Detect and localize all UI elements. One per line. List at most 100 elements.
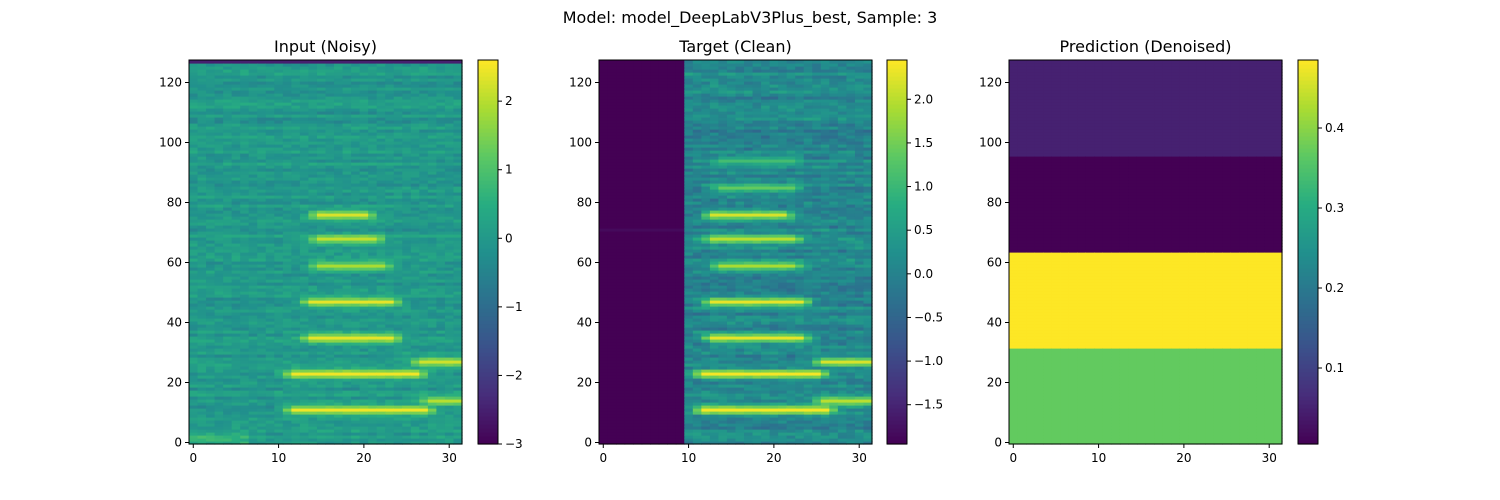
colorbar-step (478, 112, 498, 117)
heatmap-cell (291, 390, 301, 394)
heatmap-cell (299, 342, 310, 346)
colorbar-step (478, 260, 498, 265)
heatmap-cell (427, 315, 438, 319)
heatmap-cell (410, 138, 420, 142)
heatmap-cell (291, 435, 301, 439)
heatmap-cell (248, 126, 258, 130)
heatmap-cell (308, 309, 318, 313)
heatmap-cell (308, 438, 318, 442)
heatmap-cell (368, 261, 378, 265)
heatmap-cell (402, 153, 412, 157)
heatmap-cell (214, 414, 224, 418)
heatmap-cell (402, 375, 412, 379)
heatmap-cell (231, 429, 241, 433)
heatmap-cell (419, 414, 429, 418)
heatmap-cell (248, 159, 258, 163)
heatmap-cell (206, 414, 216, 418)
colorbar-step (478, 172, 498, 177)
heatmap-cell (427, 180, 438, 184)
heatmap-cell (214, 282, 224, 286)
heatmap-cell (316, 225, 327, 229)
heatmap-cell (248, 435, 258, 439)
heatmap-cell (206, 339, 216, 343)
heatmap-cell (334, 183, 344, 187)
heatmap-cell (282, 288, 292, 292)
heatmap-cells (599, 60, 873, 445)
heatmap-cell (368, 429, 378, 433)
heatmap-cell (410, 189, 420, 193)
heatmap-cell (265, 126, 275, 130)
heatmap-cell (223, 306, 233, 310)
heatmap-cell (351, 294, 361, 298)
heatmap-cell (240, 249, 250, 253)
heatmap-cell (342, 246, 352, 250)
heatmap-cell (342, 327, 352, 331)
heatmap-cell (325, 300, 335, 304)
heatmap-cell (385, 189, 395, 193)
heatmap-cell (376, 336, 386, 340)
heatmap-cell (393, 195, 403, 199)
heatmap-cell (376, 84, 386, 88)
heatmap-cell (376, 366, 386, 370)
heatmap-cell (223, 264, 233, 268)
heatmap-cell (265, 387, 275, 391)
heatmap-cell (214, 162, 224, 166)
heatmap-cell (248, 312, 258, 316)
heatmap-cell (393, 63, 403, 67)
heatmap-cell (393, 393, 403, 397)
heatmap-cell (223, 129, 233, 133)
heatmap-cell (342, 417, 352, 421)
heatmap-cell (393, 336, 403, 340)
heatmap-cell (214, 75, 224, 79)
heatmap-cell (308, 435, 318, 439)
heatmap-cell (274, 96, 284, 100)
heatmap-cell (410, 174, 420, 178)
heatmap-cell (282, 327, 292, 331)
heatmap-cell (436, 432, 446, 436)
heatmap-cell (274, 354, 284, 358)
heatmap-cell (436, 129, 446, 133)
heatmap-cell (214, 405, 224, 409)
heatmap-cell (265, 207, 275, 211)
heatmap-cell (299, 378, 310, 382)
heatmap-cell (368, 207, 378, 211)
heatmap-cell (419, 138, 429, 142)
heatmap-cell (376, 249, 386, 253)
heatmap-cell (316, 438, 327, 442)
heatmap-cell (427, 345, 438, 349)
heatmap-cell (257, 372, 267, 376)
heatmap-cell (223, 195, 233, 199)
heatmap-cell (342, 303, 352, 307)
heatmap-cell (189, 402, 199, 406)
heatmap-cell (419, 396, 429, 400)
heatmap-cell (436, 204, 446, 208)
heatmap-cell (206, 417, 216, 421)
heatmap-cell (214, 213, 224, 217)
heatmap-cell (299, 435, 310, 439)
heatmap-cell (385, 168, 395, 172)
heatmap-cell (436, 81, 446, 85)
heatmap-cell (342, 438, 352, 442)
heatmap-cell (197, 255, 207, 259)
heatmap-cell (444, 372, 455, 376)
heatmap-cell (299, 402, 310, 406)
heatmap-cell (427, 75, 438, 79)
heatmap-cell (308, 174, 318, 178)
heatmap-cell (359, 213, 369, 217)
heatmap-cell (368, 378, 378, 382)
heatmap-cell (189, 342, 199, 346)
heatmap-cell (334, 351, 344, 355)
heatmap-cell (368, 372, 378, 376)
heatmap-cell (282, 405, 292, 409)
heatmap-cell (214, 426, 224, 430)
heatmap-cell (265, 405, 275, 409)
heatmap-cell (436, 93, 446, 97)
heatmap-cell (334, 60, 344, 64)
heatmap-cell (325, 327, 335, 331)
heatmap-cell (325, 180, 335, 184)
heatmap-cell (385, 264, 395, 268)
heatmap-cell (393, 438, 403, 442)
heatmap-cell (231, 303, 241, 307)
heatmap-cell (214, 84, 224, 88)
